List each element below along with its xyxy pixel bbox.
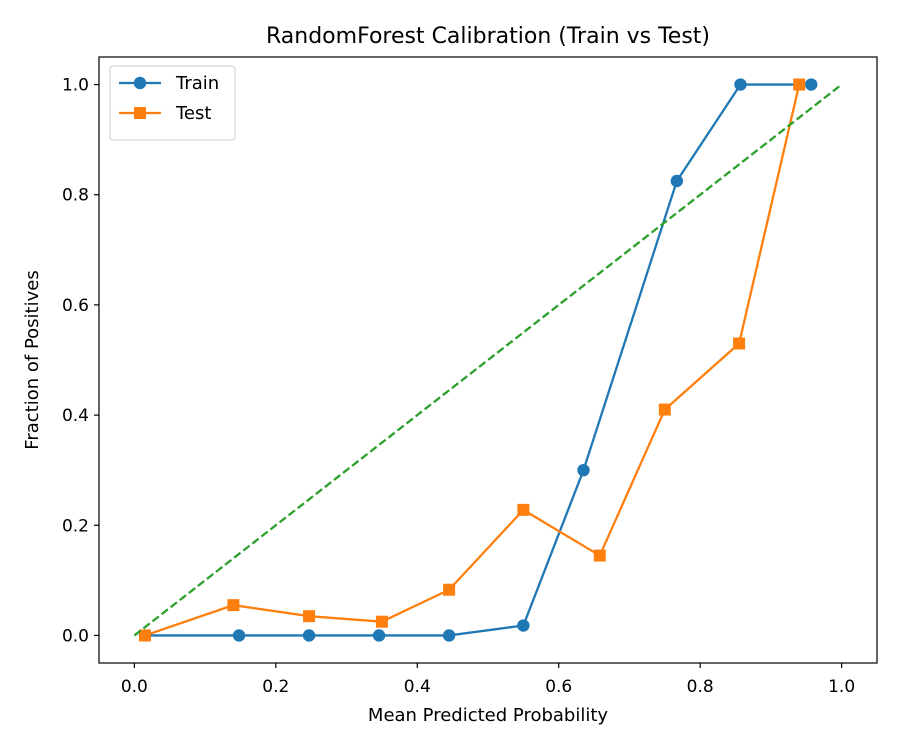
- data-point-test: [375, 615, 388, 628]
- y-tick-label: 0.2: [62, 516, 89, 536]
- series-test: [138, 78, 806, 642]
- x-tick-label: 0.6: [545, 677, 572, 697]
- y-tick-label: 0.4: [62, 406, 89, 426]
- legend-entry-test: Test: [119, 103, 211, 124]
- y-tick-label: 0.0: [62, 626, 89, 646]
- x-tick-label: 0.0: [121, 677, 148, 697]
- axes-frame: [98, 56, 878, 664]
- data-point-test: [733, 337, 746, 350]
- legend-label: Test: [175, 103, 211, 124]
- x-tick-label: 1.0: [828, 677, 855, 697]
- data-point-test: [517, 503, 530, 516]
- data-point-test: [138, 629, 151, 642]
- data-point-train: [302, 629, 316, 642]
- legend: Train Test: [109, 65, 236, 141]
- series-line-test: [144, 84, 801, 637]
- legend-label: Train: [175, 73, 219, 94]
- axes: 0.0 0.2 0.4 0.6 0.8 1.0 0.0 0.2 0.4 0.6 0.8 1.0: [62, 56, 878, 697]
- x-tick-label: 0.2: [262, 677, 289, 697]
- data-point-test: [303, 610, 316, 623]
- y-tick-label: 1.0: [62, 76, 89, 96]
- legend-marker: [134, 107, 146, 119]
- legend-marker: [133, 76, 147, 90]
- series-line-train: [144, 83, 812, 637]
- data-point-test: [227, 599, 240, 612]
- x-tick-label: 0.8: [687, 677, 714, 697]
- data-point-train: [670, 174, 684, 188]
- plot-area: [133, 78, 843, 642]
- data-point-train: [577, 463, 590, 477]
- x-axis-label: Mean Predicted Probability: [368, 705, 608, 726]
- data-point-test: [443, 583, 456, 596]
- data-point-test: [658, 403, 671, 416]
- y-tick-label: 0.8: [62, 186, 89, 206]
- data-point-train: [517, 619, 530, 632]
- data-point-test: [793, 78, 806, 91]
- data-point-test: [593, 549, 606, 562]
- data-point-train: [734, 78, 747, 91]
- data-point-train: [372, 629, 386, 642]
- data-point-train: [442, 629, 456, 642]
- data-point-train: [805, 78, 818, 91]
- y-tick-label: 0.6: [62, 296, 89, 316]
- data-point-train: [232, 629, 246, 642]
- y-axis-label: Fraction of Positives: [22, 270, 43, 449]
- x-tick-label: 0.4: [404, 677, 431, 697]
- chart-title: RandomForest Calibration (Train vs Test): [266, 24, 710, 49]
- legend-entry-train: Train: [119, 73, 219, 94]
